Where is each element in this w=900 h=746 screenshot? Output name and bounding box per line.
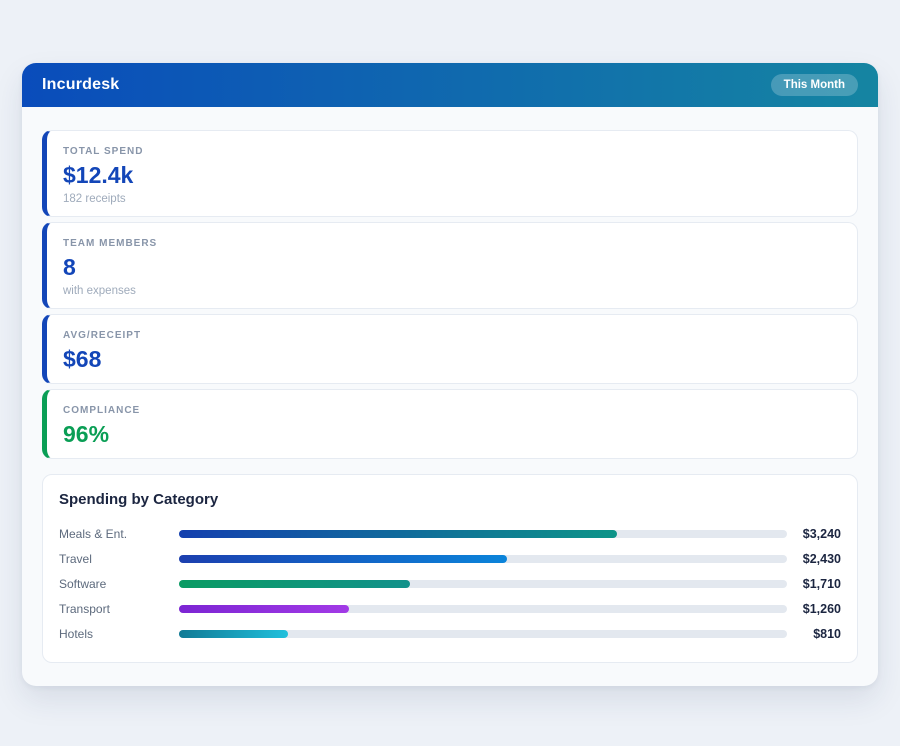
category-label: Transport [59, 601, 110, 616]
category-label: Meals & Ent. [59, 526, 128, 541]
stat-value: $12.4k [63, 162, 134, 188]
period-badge[interactable]: This Month [770, 74, 858, 96]
bar-track [179, 554, 787, 563]
stat-label: TEAM MEMBERS [63, 238, 158, 249]
bar-fill [179, 554, 508, 563]
app-title: Incurdesk [42, 76, 120, 93]
stat-card-team-members: TEAM MEMBERS 8 with expenses [42, 222, 858, 309]
bar-fill [179, 529, 617, 538]
category-label: Software [59, 576, 107, 591]
amount-label: $2,430 [802, 551, 841, 566]
stat-label: COMPLIANCE [63, 405, 141, 416]
stat-label: AVG/RECEIPT [63, 330, 142, 341]
chart-row: Hotels $810 [59, 621, 841, 646]
stat-value: 8 [63, 254, 76, 280]
stat-label: TOTAL SPEND [63, 146, 144, 157]
stat-value: $68 [63, 346, 102, 372]
spending-chart-card: Spending by Category Meals & Ent. $3,240… [42, 474, 858, 663]
stat-value: 96% [63, 421, 110, 447]
chart-row: Transport $1,260 [59, 596, 841, 621]
app-header: Incurdesk This Month [22, 63, 878, 107]
panel-content: TOTAL SPEND $12.4k 182 receipts TEAM MEM… [22, 107, 878, 686]
category-label: Travel [59, 551, 92, 566]
amount-label: $810 [813, 626, 841, 641]
chart-row: Travel $2,430 [59, 546, 841, 571]
amount-label: $3,240 [802, 526, 841, 541]
bar-fill [179, 629, 289, 638]
bar-track [179, 529, 787, 538]
bar-track [179, 604, 787, 613]
stat-subtext: 182 receipts [63, 193, 126, 205]
stat-card-compliance: COMPLIANCE 96% [42, 389, 858, 459]
chart-row: Meals & Ent. $3,240 [59, 521, 841, 546]
stat-card-total-spend: TOTAL SPEND $12.4k 182 receipts [42, 130, 858, 217]
bar-track [179, 629, 787, 638]
stat-subtext: with expenses [63, 285, 136, 297]
chart-title: Spending by Category [59, 491, 219, 508]
bar-track [179, 579, 787, 588]
bar-fill [179, 604, 350, 613]
stat-card-avg-receipt: AVG/RECEIPT $68 [42, 314, 858, 384]
category-label: Hotels [59, 626, 94, 641]
dashboard-panel: Incurdesk This Month TOTAL SPEND $12.4k … [22, 63, 878, 686]
bar-fill [179, 579, 411, 588]
amount-label: $1,260 [802, 601, 841, 616]
chart-row: Software $1,710 [59, 571, 841, 596]
amount-label: $1,710 [802, 576, 841, 591]
